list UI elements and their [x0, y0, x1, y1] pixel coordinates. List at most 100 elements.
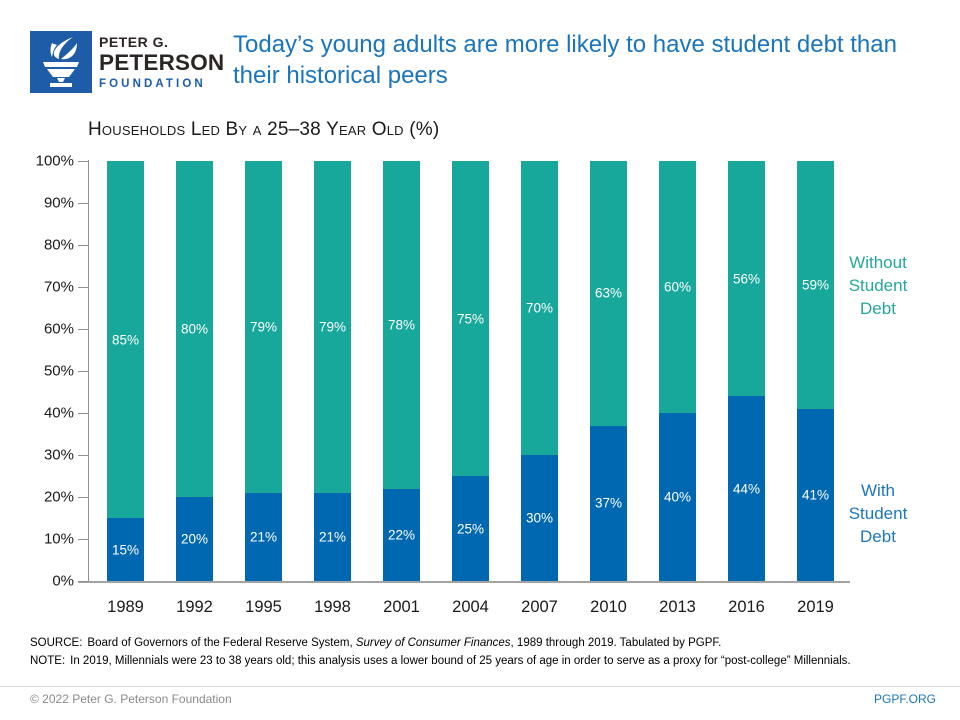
y-axis-tick: [78, 539, 88, 540]
source-label: SOURCE:: [30, 637, 83, 649]
bar-value-label-without-debt: 80%: [180, 321, 209, 337]
page-title-line1: Today’s young adults are more likely to …: [233, 31, 897, 58]
bar-value-label-with-debt: 41%: [801, 487, 830, 503]
y-axis-label: 0%: [52, 572, 74, 590]
y-axis-label: 90%: [43, 194, 74, 212]
y-axis-tick: [78, 497, 88, 498]
methodology-note: NOTE: In 2019, Millennials were 23 to 38 …: [30, 655, 851, 667]
y-axis-tick: [78, 413, 88, 414]
y-axis-line: [88, 160, 89, 582]
y-axis-tick: [78, 581, 88, 582]
bar-value-label-without-debt: 85%: [111, 332, 140, 347]
y-axis-label: 50%: [43, 362, 74, 380]
x-axis-label-year: 2004: [452, 598, 489, 616]
bar-segment-without-debt: [521, 161, 558, 455]
bar-value-label-without-debt: 63%: [594, 285, 623, 301]
y-axis-tick: [78, 371, 88, 372]
bar-segment-with-debt: [452, 476, 489, 581]
logo-line-foundation: FOUNDATION: [99, 77, 206, 90]
source-text-pre: Board of Governors of the Federal Reserv…: [87, 637, 356, 649]
y-axis-tick: [78, 287, 88, 288]
bar-segment-without-debt: [452, 161, 489, 476]
x-axis-label-year: 1995: [245, 598, 282, 616]
bar-value-label-without-debt: 56%: [732, 271, 761, 287]
y-axis-label: 80%: [43, 236, 74, 254]
y-axis-tick: [78, 161, 88, 162]
bar-segment-with-debt: [797, 408, 834, 581]
bar-value-label-without-debt: 78%: [387, 317, 416, 333]
bar-segment-with-debt: [659, 413, 696, 581]
x-axis-label-year: 2010: [590, 598, 627, 616]
bar-segment-with-debt: [728, 396, 765, 581]
logo-line-peter-g: PETER G.: [99, 34, 169, 50]
x-axis-label-year: 2001: [383, 598, 420, 616]
x-axis-label-year: 1989: [107, 598, 144, 616]
logo-square: [30, 31, 92, 93]
bar-segment-without-debt: [107, 161, 144, 518]
bar-value-label-without-debt: 79%: [249, 319, 278, 335]
legend-with-student-debt: With Student Debt: [848, 481, 908, 546]
bar-segment-without-debt: [659, 161, 696, 413]
bar-segment-with-debt: [521, 455, 558, 581]
bar-value-label-with-debt: 21%: [249, 529, 278, 545]
y-axis-tick: [78, 455, 88, 456]
source-text-post: , 1989 through 2019. Tabulated by PGPF.: [510, 637, 722, 649]
bar-value-label-with-debt: 21%: [318, 529, 347, 545]
x-axis-label-year: 1992: [176, 598, 213, 616]
bar-value-label-with-debt: 22%: [387, 527, 416, 543]
bar-value-label-without-debt: 79%: [318, 319, 347, 335]
x-axis-label-year: 2019: [797, 598, 834, 616]
x-axis-line: [78, 581, 850, 583]
bar-value-label-with-debt: 25%: [456, 521, 485, 536]
pgpf-org-link[interactable]: PGPF.ORG: [873, 692, 936, 706]
chart-title: Households Led By a 25–38 Year Old (%): [88, 119, 440, 140]
legend-without-student-debt: Without Student Debt: [848, 253, 908, 318]
bar-value-label-without-debt: 59%: [801, 277, 830, 293]
y-axis-tick: [78, 203, 88, 204]
bar-segment-with-debt: [245, 492, 282, 581]
bar-value-label-without-debt: 60%: [663, 279, 692, 295]
y-axis-label: 10%: [43, 530, 74, 548]
bar-segment-with-debt: [176, 497, 213, 581]
bar-value-label-without-debt: 75%: [456, 311, 485, 326]
x-axis-label-year: 2016: [728, 598, 765, 616]
y-axis-label: 30%: [43, 446, 74, 464]
y-axis-label: 70%: [43, 278, 74, 296]
bar-value-label-with-debt: 44%: [732, 481, 761, 497]
bar-value-label-with-debt: 40%: [663, 489, 692, 505]
bar-segment-with-debt: [383, 488, 420, 581]
x-axis-label-year: 1998: [314, 598, 351, 616]
logo-wordmark: PETER G. PETERSON FOUNDATION: [99, 31, 224, 90]
y-axis-label: 40%: [43, 404, 74, 422]
copyright-text: © 2022 Peter G. Peterson Foundation: [30, 692, 232, 706]
y-axis-label: 100%: [35, 152, 74, 170]
note-label: NOTE:: [30, 655, 66, 667]
bar-segment-with-debt: [314, 492, 351, 581]
bar-segment-without-debt: [314, 161, 351, 493]
pgpf-logo: PETER G. PETERSON FOUNDATION: [30, 31, 224, 93]
source-note: SOURCE: Board of Governors of the Federal…: [30, 637, 721, 649]
y-axis-tick: [78, 329, 88, 330]
logo-line-peterson: PETERSON: [99, 50, 225, 75]
bar-segment-with-debt: [590, 425, 627, 581]
bar-segment-without-debt: [176, 161, 213, 497]
torch-icon: [30, 31, 92, 93]
bar-value-label-without-debt: 70%: [525, 300, 554, 316]
y-axis-label: 60%: [43, 320, 74, 338]
y-axis-label: 20%: [43, 488, 74, 506]
bar-segment-without-debt: [383, 161, 420, 489]
bar-value-label-with-debt: 37%: [594, 495, 623, 511]
note-text: In 2019, Millennials were 23 to 38 years…: [70, 655, 851, 667]
x-axis-label-year: 2007: [521, 598, 558, 616]
bar-value-label-with-debt: 20%: [180, 531, 209, 547]
bar-segment-with-debt: [107, 518, 144, 581]
page-title: Today’s young adults are more likely to …: [233, 29, 933, 91]
bar-segment-without-debt: [728, 161, 765, 397]
x-axis-label-year: 2013: [659, 598, 696, 616]
bar-value-label-with-debt: 30%: [525, 510, 554, 526]
bar-segment-without-debt: [590, 161, 627, 426]
footer-divider: [0, 686, 960, 687]
bar-segment-without-debt: [797, 161, 834, 409]
